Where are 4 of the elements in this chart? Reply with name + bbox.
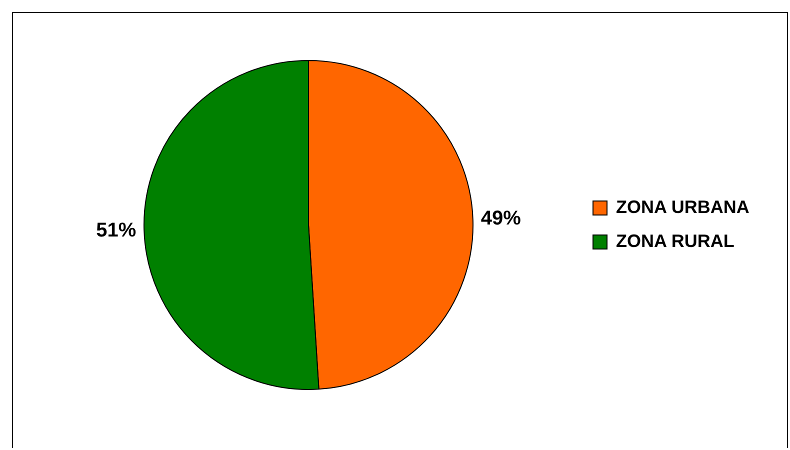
data-label: 51% [96,220,136,242]
legend-label: ZONA RURAL [616,230,734,251]
legend-label: ZONA URBANA [616,196,750,217]
data-label: 49% [480,207,522,230]
